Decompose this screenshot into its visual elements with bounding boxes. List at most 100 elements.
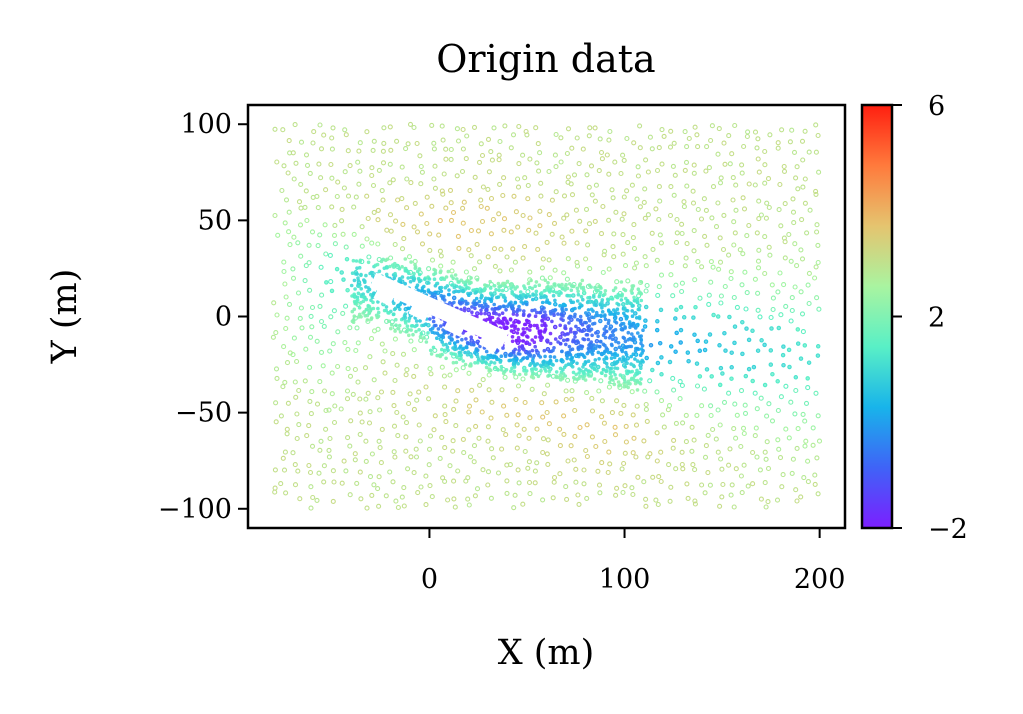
scatter-point (293, 394, 299, 400)
scatter-point (740, 425, 747, 431)
scatter-point (552, 267, 558, 273)
scatter-point (328, 314, 334, 320)
scatter-point (357, 265, 362, 270)
scatter-point (564, 307, 568, 312)
scatter-point (602, 360, 607, 365)
scatter-point (655, 319, 660, 324)
scatter-point (681, 204, 687, 210)
scatter-point (643, 496, 649, 502)
scatter-point (637, 145, 643, 151)
scatter-point (394, 138, 400, 144)
scatter-point (347, 325, 353, 331)
scatter-point (355, 272, 360, 276)
scatter-point (534, 160, 540, 166)
scatter-point (370, 295, 375, 300)
scatter-point (439, 188, 445, 194)
scatter-point (787, 139, 793, 145)
scatter-point (605, 365, 610, 369)
scatter-point (678, 340, 683, 345)
scatter-point (802, 176, 808, 182)
scatter-point (560, 376, 565, 381)
scatter-point (456, 280, 461, 284)
scatter-point (304, 162, 311, 168)
scatter-point (485, 424, 491, 430)
scatter-point (314, 338, 320, 344)
scatter-point (403, 257, 408, 261)
scatter-point (644, 282, 650, 289)
scatter-point (643, 304, 649, 310)
scatter-point (499, 364, 504, 369)
scatter-point (616, 380, 621, 384)
scatter-point (369, 492, 375, 498)
scatter-point (753, 425, 759, 431)
scatter-point (290, 150, 296, 156)
scatter-point (522, 330, 527, 335)
scatter-point (417, 438, 423, 444)
scatter-point (463, 362, 468, 367)
scatter-point (368, 336, 375, 342)
scatter-point (371, 138, 377, 144)
scatter-point (575, 361, 579, 366)
scatter-point (533, 296, 539, 301)
scatter-point (776, 207, 782, 213)
scatter-point (329, 135, 335, 141)
scatter-point (629, 344, 634, 349)
scatter-point (387, 311, 391, 315)
scatter-point (533, 125, 539, 131)
scatter-point (781, 163, 787, 170)
scatter-point (437, 218, 443, 224)
scatter-point (516, 433, 522, 439)
scatter-point (299, 325, 305, 331)
scatter-point (415, 269, 420, 274)
scatter-point (527, 415, 533, 421)
scatter-point (622, 384, 627, 389)
scatter-point (620, 232, 626, 238)
scatter-point (435, 336, 439, 341)
scatter-point (660, 412, 666, 418)
scatter-point (357, 396, 363, 402)
scatter-point (445, 497, 451, 503)
scatter-point (545, 340, 550, 344)
scatter-point (314, 497, 320, 503)
scatter-point (501, 316, 506, 321)
scatter-point (534, 280, 539, 284)
scatter-point (598, 303, 603, 307)
scatter-point (559, 313, 564, 317)
scatter-point (759, 338, 764, 343)
scatter-point (518, 308, 522, 312)
scatter-point (505, 279, 510, 284)
scatter-point (281, 268, 287, 275)
scatter-point (522, 356, 526, 360)
scatter-point (589, 395, 595, 401)
scatter-point (510, 132, 517, 138)
scatter-point (554, 370, 559, 374)
scatter-point (450, 283, 454, 287)
scatter-point (577, 367, 581, 371)
scatter-point (605, 297, 610, 302)
scatter-point (387, 212, 394, 218)
scatter-point (746, 222, 752, 229)
scatter-point (355, 379, 361, 385)
scatter-point (515, 331, 520, 335)
scatter-point (666, 462, 672, 468)
scatter-point (692, 498, 698, 504)
scatter-point (586, 346, 591, 351)
scatter-point (492, 284, 497, 288)
scatter-point (530, 348, 535, 353)
scatter-point (515, 383, 522, 389)
scatter-point (546, 287, 551, 291)
scatter-point (600, 203, 606, 210)
scatter-point (603, 317, 608, 322)
scatter-point (383, 493, 389, 499)
scatter-point (609, 356, 614, 361)
scatter-point (356, 181, 362, 187)
scatter-point (445, 345, 450, 350)
scatter-point (584, 311, 588, 315)
scatter-point (642, 254, 648, 260)
scatter-point (414, 329, 418, 334)
scatter-point (331, 232, 338, 238)
scatter-point (813, 149, 819, 155)
scatter-point (783, 303, 789, 309)
scatter-point (387, 319, 391, 324)
